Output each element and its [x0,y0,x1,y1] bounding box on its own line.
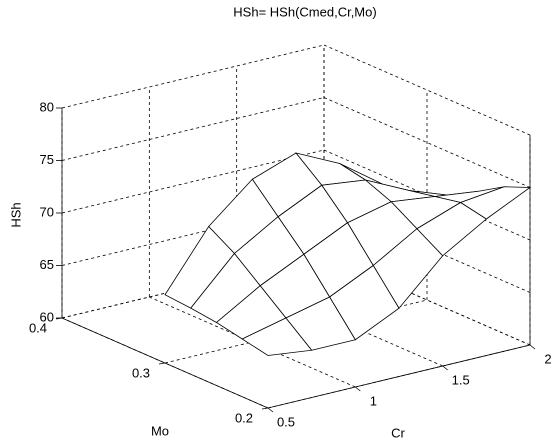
x-tick-label: 0.5 [277,414,295,429]
x-axis [267,344,531,409]
z-tick-label: 80 [40,99,54,114]
y-tick-label: 0.4 [29,320,47,335]
z-tick-label: 65 [40,257,54,272]
y-tick-label: 0.3 [132,365,150,380]
y-tick-label: 0.2 [235,410,253,425]
x-tick [442,365,448,371]
z-tick-label: 70 [40,204,54,219]
grid-line [61,149,325,214]
y-axis-label: Mo [151,423,169,438]
grid-line [323,97,531,188]
x-tick-label: 1 [370,393,377,408]
y-tick [261,407,269,410]
x-axis-label: Cr [391,425,405,440]
grid-line [149,296,356,388]
z-tick-label: 60 [40,309,54,324]
grid-line [61,97,325,161]
surface-cell [241,317,313,356]
x-tick-label: 2 [544,351,551,366]
z-axis-label: HSh [8,202,23,227]
x-tick [267,407,274,413]
z-tick-label: 75 [40,152,54,167]
x-tick-label: 1.5 [452,372,470,387]
chart-title: HSh= HSh(Cmed,Cr,Mo) [233,4,376,19]
grid-line [323,44,531,136]
x-tick [355,386,361,392]
x-tick [529,344,536,350]
grid-line [61,44,325,109]
grid-line [323,149,531,241]
y-tick [158,362,166,365]
